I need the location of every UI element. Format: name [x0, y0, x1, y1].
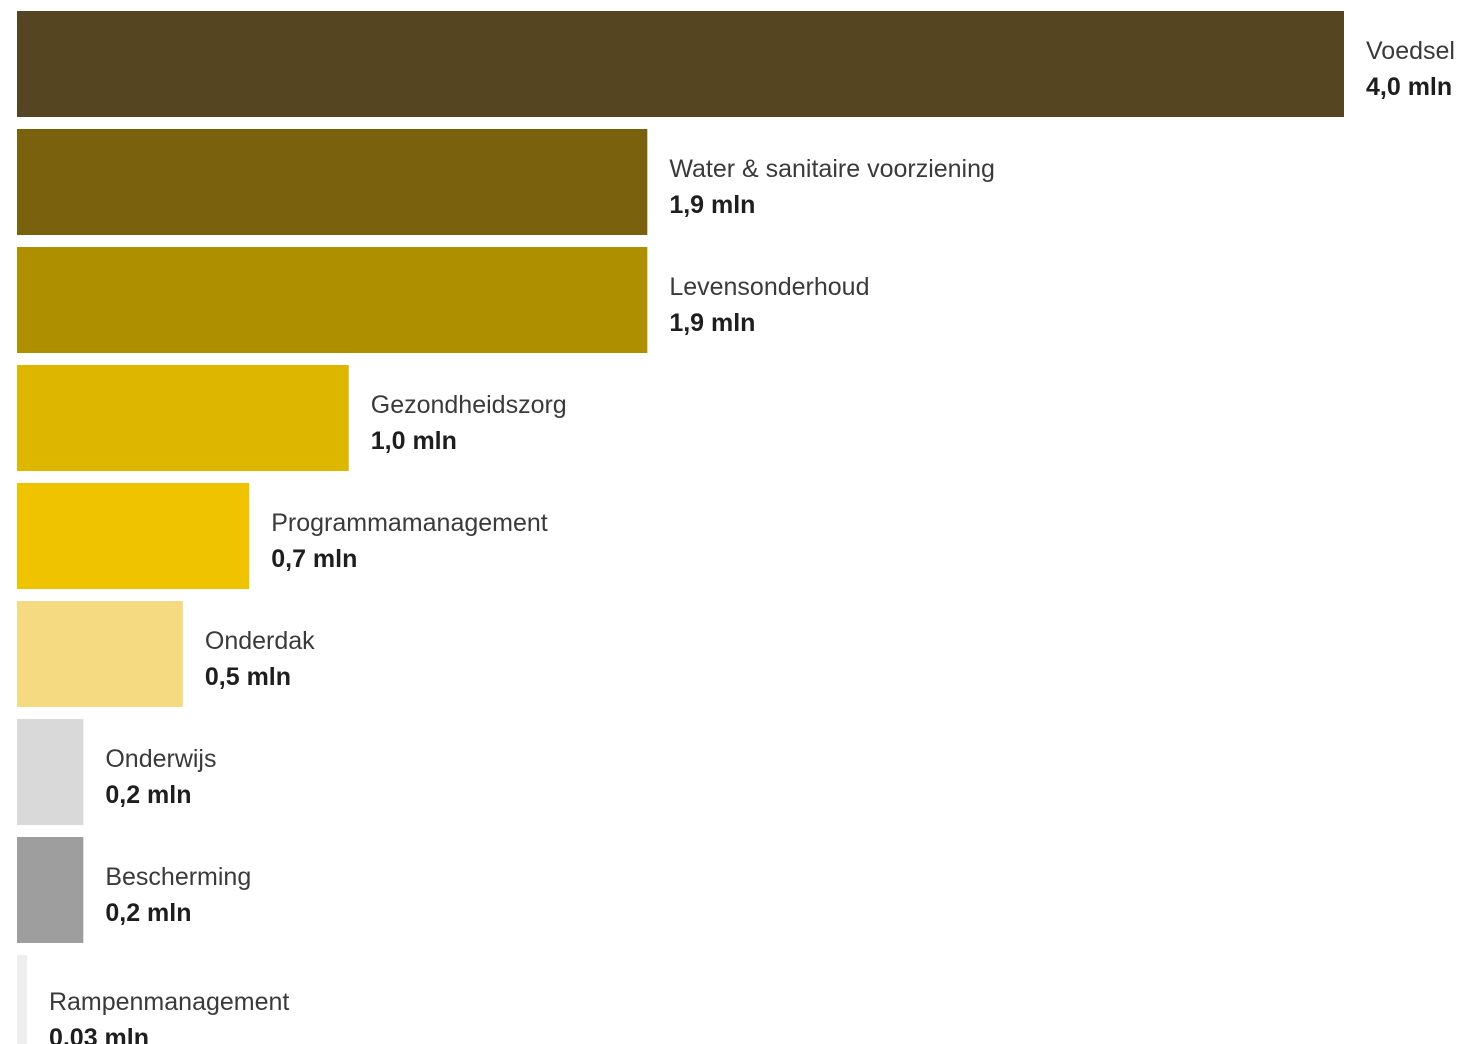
category-label-onderdak: Onderdak: [205, 627, 315, 655]
bar-programmamanagement: [17, 483, 250, 589]
category-label-onderwijs: Onderwijs: [105, 745, 216, 773]
value-label-levensonderhoud: 1,9 mln: [669, 309, 755, 337]
bar-onderwijs: [17, 719, 84, 825]
bar-bescherming: [17, 837, 84, 943]
category-label-voedsel: Voedsel: [1366, 37, 1455, 65]
bar-voedsel: [17, 11, 1344, 117]
category-label-water-and-sanitaire-voorziening: Water & sanitaire voorziening: [669, 155, 995, 183]
bar-gezondheidszorg: [17, 365, 349, 471]
bar-rampenmanagement: [17, 955, 27, 1044]
value-label-programmamanagement: 0,7 mln: [271, 545, 357, 573]
category-label-programmamanagement: Programmamanagement: [271, 509, 548, 537]
category-label-gezondheidszorg: Gezondheidszorg: [371, 391, 567, 419]
value-label-rampenmanagement: 0,03 mln: [49, 1024, 149, 1044]
bar-onderdak: [17, 601, 183, 707]
value-label-voedsel: 4,0 mln: [1366, 73, 1452, 101]
value-label-onderwijs: 0,2 mln: [105, 781, 191, 809]
value-label-gezondheidszorg: 1,0 mln: [371, 427, 457, 455]
category-label-bescherming: Bescherming: [105, 863, 251, 891]
bar-levensonderhoud: [17, 247, 648, 353]
bar-water-and-sanitaire-voorziening: [17, 129, 648, 235]
category-label-levensonderhoud: Levensonderhoud: [669, 273, 869, 301]
value-label-bescherming: 0,2 mln: [105, 899, 191, 927]
value-label-onderdak: 0,5 mln: [205, 663, 291, 691]
category-label-rampenmanagement: Rampenmanagement: [49, 988, 289, 1016]
value-label-water-and-sanitaire-voorziening: 1,9 mln: [669, 191, 755, 219]
